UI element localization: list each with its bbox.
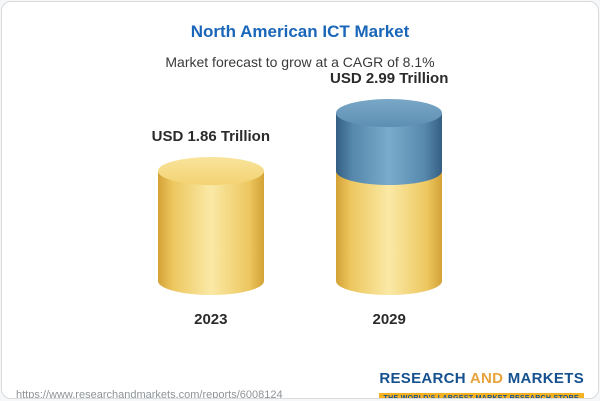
year-label-2029: 2029 (372, 311, 406, 328)
value-label-2023: USD 1.86 Trillion (151, 128, 270, 145)
footer: https://www.researchandmarkets.com/repor… (2, 370, 598, 399)
cylinder-top-2029 (336, 99, 443, 127)
chart-subtitle: Market forecast to grow at a CAGR of 8.1… (165, 54, 435, 70)
cylinder-2029 (336, 99, 443, 295)
logo-tagline: THE WORLD'S LARGEST MARKET RESEARCH STOR… (378, 393, 584, 398)
value-label-2029: USD 2.99 Trillion (330, 70, 449, 87)
research-and-markets-logo: RESEARCH AND MARKETS THE WORLD'S LARGEST… (378, 370, 584, 398)
bar-group-2023: USD 1.86 Trillion 2023 (152, 128, 270, 328)
logo-word-markets: MARKETS (507, 370, 584, 387)
cylinder-top-2023 (157, 157, 264, 185)
chart-header: North American ICT Market Market forecas… (2, 2, 598, 70)
logo-word-and: AND (469, 370, 504, 387)
logo-word-research: RESEARCH (379, 370, 466, 387)
cylinder-2023 (157, 157, 264, 295)
cylinder-growth-segment-2029 (336, 99, 443, 185)
logo-wordmark: RESEARCH AND MARKETS (379, 370, 584, 387)
bar-chart: USD 1.86 Trillion 2023 USD 2.99 Trillion… (2, 70, 598, 370)
chart-title: North American ICT Market (190, 22, 410, 41)
bar-group-2029: USD 2.99 Trillion 2029 (330, 70, 448, 328)
cylinder-body-2023 (157, 171, 264, 295)
source-url: https://www.researchandmarkets.com/repor… (16, 389, 283, 399)
year-label-2023: 2023 (194, 311, 228, 328)
